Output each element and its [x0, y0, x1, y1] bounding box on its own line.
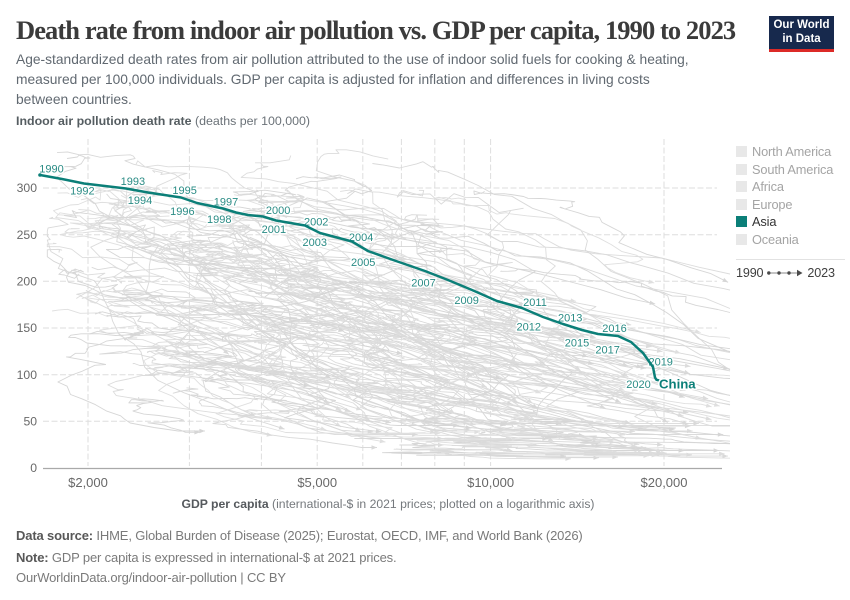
- svg-text:1998: 1998: [207, 214, 231, 226]
- svg-text:1995: 1995: [172, 185, 196, 197]
- svg-text:$20,000: $20,000: [641, 475, 688, 490]
- svg-text:1997: 1997: [214, 197, 238, 209]
- svg-text:2011: 2011: [523, 297, 547, 309]
- svg-text:300: 300: [17, 181, 38, 195]
- svg-text:200: 200: [17, 275, 38, 289]
- svg-text:2012: 2012: [517, 322, 541, 334]
- svg-text:2000: 2000: [266, 205, 290, 217]
- svg-text:100: 100: [17, 368, 38, 382]
- svg-text:50: 50: [23, 415, 37, 429]
- svg-text:2017: 2017: [595, 345, 619, 357]
- svg-text:2009: 2009: [454, 295, 478, 307]
- svg-text:1996: 1996: [170, 206, 194, 218]
- svg-text:2005: 2005: [351, 257, 375, 269]
- svg-text:2020: 2020: [626, 379, 650, 391]
- svg-text:1990: 1990: [39, 163, 63, 175]
- svg-text:2013: 2013: [558, 312, 582, 324]
- svg-text:2007: 2007: [411, 277, 435, 289]
- svg-text:1992: 1992: [70, 185, 94, 197]
- svg-text:2015: 2015: [565, 338, 589, 350]
- svg-text:2003: 2003: [303, 237, 327, 249]
- svg-text:China: China: [659, 377, 696, 392]
- svg-text:250: 250: [17, 228, 38, 242]
- svg-text:2016: 2016: [602, 323, 626, 335]
- svg-text:2001: 2001: [262, 224, 286, 236]
- svg-text:$10,000: $10,000: [467, 475, 514, 490]
- svg-text:$5,000: $5,000: [297, 475, 337, 490]
- svg-text:$2,000: $2,000: [68, 475, 108, 490]
- svg-text:1993: 1993: [121, 176, 145, 188]
- svg-text:1994: 1994: [128, 195, 152, 207]
- svg-text:GDP per capita (international-: GDP per capita (international-$ in 2021 …: [181, 497, 594, 511]
- svg-text:0: 0: [30, 461, 37, 475]
- svg-text:150: 150: [17, 321, 38, 335]
